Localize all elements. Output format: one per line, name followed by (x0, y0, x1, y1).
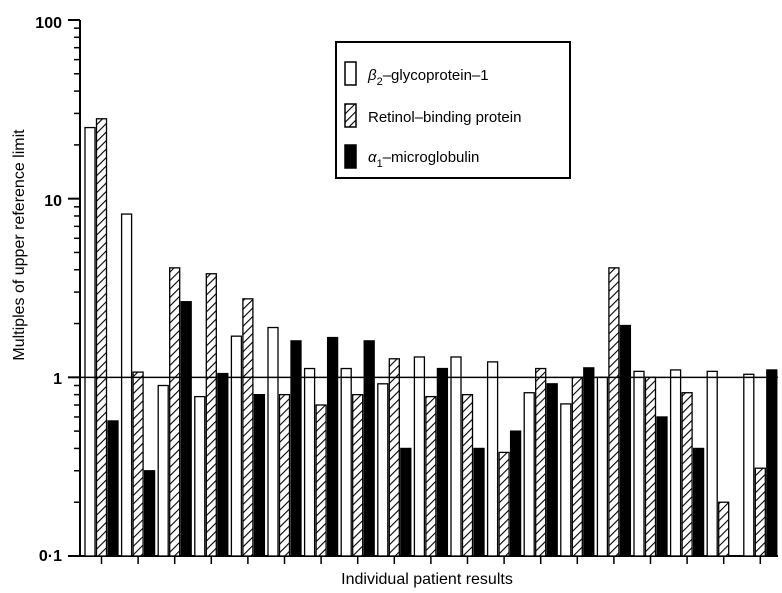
bar-solid-16 (656, 416, 668, 557)
bar-hatched-7 (315, 404, 327, 557)
bar-solid-14 (583, 367, 595, 557)
legend: β2–glycoprotein–1 Retinol–binding protei… (335, 41, 571, 179)
bar-hatched-11 (461, 393, 474, 557)
bar-hatched-15 (608, 267, 620, 557)
bar-solid-11 (473, 447, 485, 557)
bar-solid-1 (107, 420, 119, 557)
bar-hatched-14 (571, 376, 583, 557)
bar-open-1 (84, 126, 96, 557)
bar-hatched-10 (425, 395, 437, 557)
bar-hatched-6 (278, 393, 291, 557)
bar-open-17 (669, 369, 682, 557)
bar-solid-6 (290, 340, 302, 557)
bar-open-7 (303, 367, 316, 557)
bar-open-18 (706, 370, 718, 557)
bar-solid-12 (509, 430, 522, 557)
y-tick-label-10: 10 (44, 193, 62, 210)
bar-hatched-8 (352, 393, 364, 557)
y-tick-label-100: 100 (35, 15, 62, 32)
bar-solid-4 (217, 372, 229, 557)
bar-open-13 (523, 392, 535, 557)
bar-open-11 (450, 356, 462, 557)
bar-hatched-13 (535, 367, 547, 557)
bar-hatched-4 (205, 273, 217, 557)
bar-solid-5 (253, 393, 266, 557)
bar-hatched-16 (644, 376, 657, 557)
legend-label-beta2-glycoprotein: β2–glycoprotein–1 (367, 67, 489, 88)
bar-solid-3 (180, 301, 192, 557)
y-axis-title: Multiples of upper reference limit (11, 129, 28, 361)
bar-open-2 (120, 213, 133, 557)
legend-label-retinol-binding: Retinol–binding protein (368, 109, 521, 126)
bar-hatched-17 (681, 392, 693, 557)
bar-open-19 (743, 373, 755, 557)
bar-solid-8 (363, 340, 375, 557)
bar-hatched-12 (498, 451, 510, 557)
bar-open-4 (194, 395, 206, 557)
legend-swatch-open (344, 61, 357, 86)
bar-open-16 (633, 370, 645, 557)
bar-solid-19 (766, 369, 778, 557)
bar-hatched-19 (754, 467, 766, 557)
bar-solid-7 (326, 336, 339, 557)
legend-label-alpha1-microglobulin: α1–microglobulin (368, 149, 479, 170)
legend-swatch-solid (344, 144, 357, 169)
bar-solid-17 (692, 447, 705, 557)
bar-open-15 (596, 376, 609, 557)
y-tick-label-1: 1 (53, 371, 62, 388)
legend-box (335, 41, 571, 179)
bar-open-9 (377, 383, 389, 557)
bar-open-10 (413, 356, 426, 557)
bar-open-3 (157, 384, 169, 557)
bar-solid-10 (436, 367, 449, 557)
bar-open-5 (230, 335, 243, 557)
bar-open-14 (560, 403, 572, 557)
bar-open-6 (267, 326, 279, 557)
bar-open-12 (486, 361, 499, 557)
bar-hatched-18 (718, 501, 730, 557)
bar-hatched-3 (169, 267, 181, 557)
bar-solid-15 (619, 324, 632, 557)
bar-hatched-5 (242, 298, 254, 557)
bar-solid-2 (143, 470, 156, 557)
legend-swatch-hatched (344, 103, 357, 128)
bar-hatched-1 (95, 118, 108, 557)
bar-solid-13 (546, 383, 558, 557)
x-axis-title: Individual patient results (341, 571, 513, 588)
bar-open-8 (340, 367, 352, 557)
bar-hatched-9 (388, 358, 400, 557)
bar-solid-9 (400, 447, 412, 557)
bar-hatched-2 (132, 371, 144, 557)
y-tick-label-0-1: 0·1 (39, 548, 62, 565)
